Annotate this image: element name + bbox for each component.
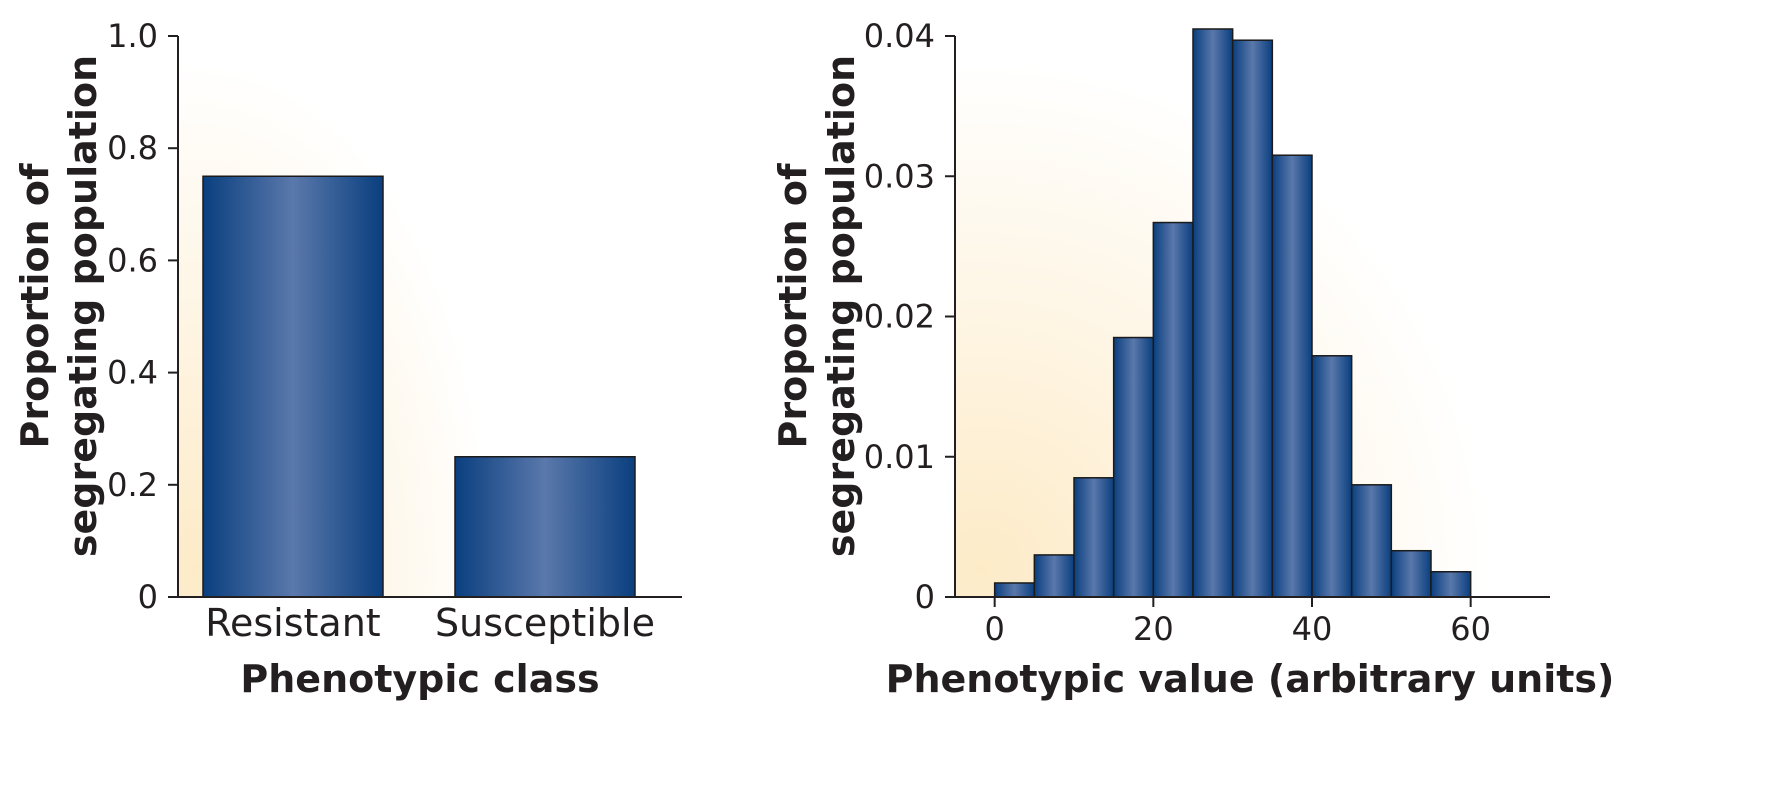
bar-resistant — [202, 175, 384, 598]
y-ticks: 0 0.2 0.4 0.6 0.8 1.0 — [107, 17, 178, 616]
x-category-labels: Resistant Susceptible — [205, 601, 655, 645]
x-axis-title: Phenotypic class — [240, 657, 599, 701]
histogram-bar — [1350, 484, 1393, 598]
x-ticks: 0 20 40 60 — [984, 597, 1491, 648]
histogram-bar — [1311, 355, 1353, 598]
y-axis-title: Proportion of segregating population — [13, 55, 105, 557]
histogram-bar — [1390, 549, 1432, 598]
x-category-label: Susceptible — [435, 601, 655, 645]
x-tick-label: 20 — [1133, 610, 1174, 648]
y-tick-label: 0.8 — [107, 129, 158, 167]
x-tick-label: 0 — [984, 610, 1004, 648]
histogram-bar — [993, 582, 1036, 598]
panel-bar-chart: 0 0.2 0.4 0.6 0.8 1.0 Resistant Susceptible Pr… — [13, 17, 682, 701]
histogram-bars — [993, 28, 1472, 598]
y-tick-label: 1.0 — [107, 17, 158, 55]
y-axis-title-line: segregating population — [819, 55, 863, 557]
y-tick-label: 0 — [915, 578, 935, 616]
histogram-bar — [1152, 221, 1194, 598]
y-tick-label: 0.03 — [864, 157, 935, 195]
bars — [202, 175, 636, 598]
panel-histogram: 0 0.01 0.02 0.03 0.04 0 20 40 60 Proportion of s… — [771, 17, 1614, 701]
y-tick-label: 0 — [138, 578, 158, 616]
histogram-bar — [1231, 39, 1274, 598]
histogram-bar — [1033, 554, 1075, 598]
bar-susceptible — [454, 456, 636, 598]
y-tick-label: 0.6 — [107, 241, 158, 279]
x-tick-label: 40 — [1292, 610, 1333, 648]
x-axis-title: Phenotypic value (arbitrary units) — [886, 657, 1615, 701]
y-axis-title-line: Proportion of — [771, 163, 815, 448]
y-axis-title: Proportion of segregating population — [771, 55, 863, 557]
histogram-bar — [1073, 477, 1115, 598]
y-tick-label: 0.01 — [864, 438, 935, 476]
histogram-bar — [1112, 336, 1155, 598]
histogram-bar — [1192, 28, 1234, 598]
y-tick-label: 0.2 — [107, 466, 158, 504]
y-tick-label: 0.04 — [864, 17, 935, 55]
histogram-bar — [1271, 154, 1313, 598]
histogram-bar — [1430, 571, 1472, 598]
y-ticks: 0 0.01 0.02 0.03 0.04 — [864, 17, 955, 616]
x-tick-label: 60 — [1450, 610, 1491, 648]
y-axis-title-line: segregating population — [61, 55, 105, 557]
y-axis-title-line: Proportion of — [13, 163, 57, 448]
y-tick-label: 0.4 — [107, 354, 158, 392]
y-tick-label: 0.02 — [864, 298, 935, 336]
x-category-label: Resistant — [205, 601, 380, 645]
